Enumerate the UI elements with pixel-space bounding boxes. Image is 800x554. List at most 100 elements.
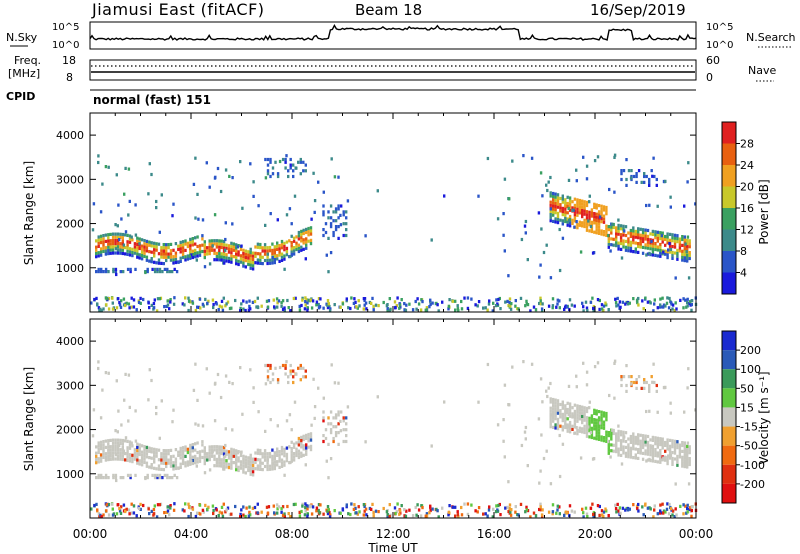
- heatmap-cell: [678, 240, 682, 244]
- heatmap-cell: [503, 177, 507, 181]
- heatmap-cell: [196, 441, 199, 445]
- heatmap-cell: [653, 302, 656, 306]
- heatmap-cell: [522, 154, 525, 158]
- heatmap-cell: [656, 230, 659, 234]
- heatmap-cell: [206, 452, 209, 456]
- heatmap-cell: [290, 234, 293, 238]
- heatmap-cell: [542, 250, 546, 255]
- heatmap-cell: [618, 300, 622, 304]
- heatmap-cell: [571, 221, 574, 225]
- heatmap-cell: [121, 454, 124, 458]
- heatmap-cell: [456, 513, 460, 517]
- heatmap-cell: [588, 400, 591, 404]
- heatmap-cell: [656, 442, 659, 446]
- heatmap-cell: [124, 230, 128, 234]
- heatmap-cell: [676, 257, 679, 261]
- heatmap-cell: [281, 299, 285, 303]
- heatmap-cell: [568, 208, 572, 212]
- heatmap-cell: [194, 242, 197, 246]
- heatmap-cell: [644, 443, 647, 447]
- heatmap-cell: [104, 270, 108, 274]
- heatmap-cell: [615, 229, 618, 233]
- heatmap-cell: [656, 236, 659, 240]
- heatmap-cell: [551, 306, 554, 310]
- heatmap-cell: [659, 248, 662, 252]
- heatmap-cell: [306, 306, 309, 310]
- heatmap-cell: [230, 251, 233, 255]
- heatmap-cell: [174, 254, 178, 258]
- heatmap-cell: [189, 244, 192, 248]
- heatmap-cell: [363, 504, 366, 509]
- heatmap-cell: [339, 305, 342, 309]
- heatmap-cell: [654, 459, 657, 463]
- heatmap-cell: [329, 457, 333, 461]
- heatmap-cell: [525, 508, 528, 512]
- heatmap-cell: [181, 452, 185, 456]
- heatmap-cell: [174, 260, 178, 265]
- heatmap-cell: [166, 299, 169, 303]
- heatmap-cell: [573, 425, 577, 429]
- heatmap-cell: [276, 378, 280, 382]
- heatmap-cell: [607, 434, 610, 438]
- heatmap-cell: [694, 408, 697, 412]
- heatmap-cell: [297, 230, 301, 235]
- heatmap-cell: [666, 241, 669, 245]
- heatmap-cell: [283, 241, 286, 245]
- noise-left-top-tick: 10^5: [52, 22, 79, 33]
- heatmap-cell: [230, 512, 233, 516]
- heatmap-cell: [155, 309, 159, 313]
- heatmap-cell: [651, 250, 655, 254]
- heatmap-cell: [266, 258, 269, 262]
- heatmap-cell: [581, 405, 584, 409]
- heatmap-cell: [624, 233, 628, 238]
- heatmap-cell: [539, 302, 543, 306]
- heatmap-cell: [571, 406, 574, 410]
- heatmap-cell: [593, 218, 596, 222]
- heatmap-cell: [231, 176, 234, 180]
- heatmap-cell: [153, 473, 157, 477]
- heatmap-cell: [477, 506, 481, 510]
- heatmap-cell: [147, 192, 150, 196]
- heatmap-cell: [160, 452, 163, 456]
- heatmap-cell: [133, 248, 137, 252]
- heatmap-cell: [666, 444, 669, 448]
- heatmap-cell: [297, 237, 301, 241]
- heatmap-cell: [268, 245, 272, 250]
- heatmap-cell: [116, 430, 119, 434]
- heatmap-cell: [364, 234, 367, 238]
- colorbar-tick-label: 4: [740, 267, 747, 280]
- heatmap-cell: [625, 364, 628, 368]
- heatmap-cell: [195, 258, 198, 262]
- heatmap-cell: [198, 253, 202, 257]
- heatmap-cell: [278, 453, 281, 457]
- heatmap-cell: [239, 512, 242, 516]
- heatmap-cell: [264, 429, 267, 433]
- heatmap-cell: [602, 423, 606, 427]
- heatmap-cell: [345, 505, 348, 509]
- heatmap-cell: [688, 445, 691, 449]
- heatmap-cell: [583, 224, 586, 229]
- heatmap-cell: [102, 307, 105, 311]
- heatmap-cell: [330, 363, 333, 367]
- heatmap-cell: [624, 454, 628, 458]
- heatmap-cell: [624, 302, 627, 306]
- heatmap-cell: [396, 502, 399, 506]
- heatmap-cell: [667, 306, 671, 310]
- heatmap-cell: [266, 467, 269, 472]
- heatmap-cell: [292, 169, 295, 173]
- heatmap-cell: [259, 452, 262, 456]
- heatmap-cell: [339, 511, 342, 515]
- heatmap-cell: [656, 254, 659, 258]
- heatmap-cell: [549, 425, 552, 429]
- heatmap-cell: [114, 453, 118, 457]
- heatmap-cell: [104, 252, 108, 256]
- heatmap-cell: [189, 446, 192, 451]
- heatmap-cell: [298, 510, 301, 514]
- heatmap-cell: [217, 308, 220, 312]
- heatmap-cell: [280, 304, 283, 308]
- heatmap-cell: [124, 439, 127, 443]
- heatmap-cell: [213, 248, 216, 252]
- heatmap-cell: [300, 451, 303, 455]
- heatmap-cell: [152, 306, 156, 310]
